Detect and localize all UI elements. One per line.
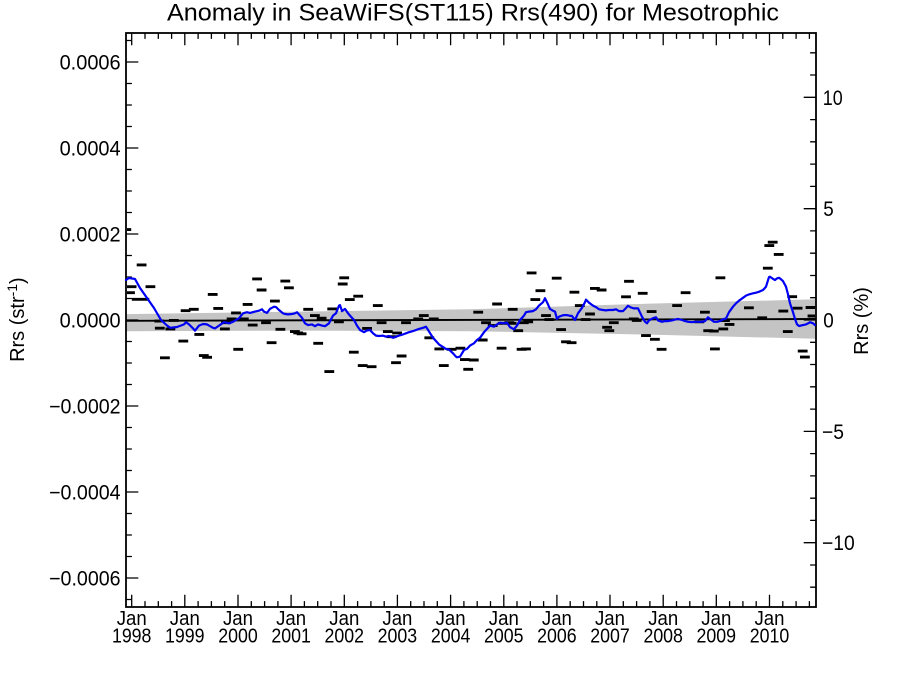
svg-text:−0.0002: −0.0002: [49, 396, 121, 419]
svg-text:Jan: Jan: [489, 607, 519, 630]
svg-text:0.0004: 0.0004: [60, 138, 121, 161]
svg-text:−0.0006: −0.0006: [49, 568, 121, 591]
svg-text:2003: 2003: [378, 625, 418, 648]
svg-text:2005: 2005: [484, 625, 524, 648]
svg-text:5: 5: [823, 198, 834, 221]
svg-text:−0.0004: −0.0004: [49, 482, 121, 505]
svg-text:0: 0: [823, 310, 834, 333]
svg-text:2008: 2008: [643, 625, 683, 648]
svg-text:0.0006: 0.0006: [60, 52, 121, 75]
svg-text:2009: 2009: [697, 625, 737, 648]
svg-text:2010: 2010: [750, 625, 790, 648]
svg-text:2004: 2004: [431, 625, 471, 648]
svg-text:10: 10: [823, 87, 843, 110]
svg-text:Jan: Jan: [595, 607, 625, 630]
svg-text:Jan: Jan: [382, 607, 412, 630]
svg-text:Jan: Jan: [276, 607, 306, 630]
svg-text:Jan: Jan: [542, 607, 572, 630]
svg-text:2002: 2002: [325, 625, 365, 648]
svg-text:0.0002: 0.0002: [60, 224, 121, 247]
svg-text:Anomaly in SeaWiFS(ST115) Rrs(: Anomaly in SeaWiFS(ST115) Rrs(490) for M…: [167, 1, 779, 27]
svg-text:Rrs (%): Rrs (%): [851, 287, 873, 355]
svg-text:Jan: Jan: [648, 607, 678, 630]
svg-text:Jan: Jan: [436, 607, 466, 630]
svg-text:1998: 1998: [112, 625, 152, 648]
svg-text:2001: 2001: [271, 625, 311, 648]
svg-text:Jan: Jan: [329, 607, 359, 630]
svg-text:0.0000: 0.0000: [60, 310, 121, 333]
svg-text:Jan: Jan: [755, 607, 785, 630]
svg-text:1999: 1999: [165, 625, 205, 648]
svg-text:Jan: Jan: [223, 607, 253, 630]
svg-text:−5: −5: [822, 421, 844, 444]
svg-text:Jan: Jan: [117, 607, 147, 630]
svg-text:2006: 2006: [537, 625, 577, 648]
svg-text:Jan: Jan: [170, 607, 200, 630]
svg-text:2000: 2000: [218, 625, 258, 648]
svg-text:2007: 2007: [590, 625, 630, 648]
svg-text:−10: −10: [822, 532, 855, 555]
svg-text:Jan: Jan: [701, 607, 731, 630]
